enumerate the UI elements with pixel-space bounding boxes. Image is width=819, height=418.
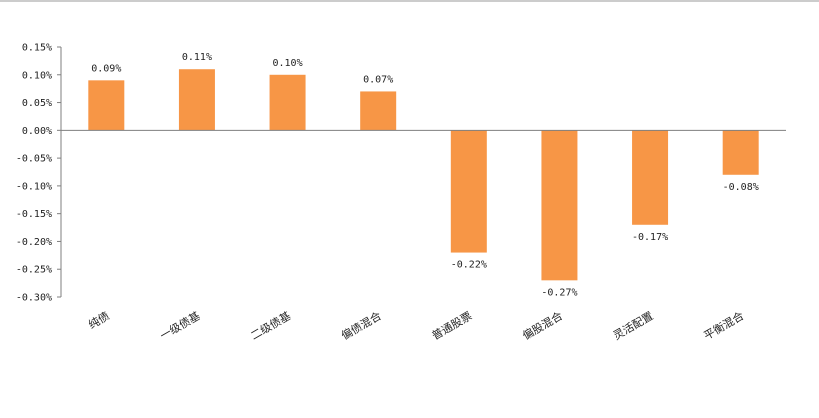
x-category-label: 偏股混合: [520, 308, 565, 342]
data-label: -0.17%: [632, 232, 668, 243]
bar: [269, 74, 306, 131]
x-category-label: 平衡混合: [701, 308, 746, 342]
y-tick-label: -0.30%: [16, 293, 52, 304]
x-category-label: 偏债混合: [339, 308, 384, 342]
y-tick-label: -0.25%: [16, 265, 52, 276]
data-label: 0.10%: [273, 58, 303, 69]
data-label: 0.11%: [182, 52, 212, 63]
x-category-label: 灵活配置: [611, 309, 656, 342]
x-category-label: 纯债: [86, 308, 112, 331]
bar: [88, 80, 125, 131]
bars: 0.09% 0.11% 0.10% 0.07% -0.22% -0.27% -0.17% -0…: [88, 52, 759, 298]
y-tick-label: 0.15%: [22, 43, 52, 54]
bar: [632, 130, 669, 225]
y-tick-label: -0.20%: [16, 237, 52, 248]
data-label: -0.27%: [541, 287, 577, 298]
y-tick-label: -0.05%: [16, 154, 52, 165]
y-axis: 0.15% 0.10% 0.05% 0.00% -0.05% -0.10% -0.15% -0…: [16, 43, 62, 304]
bar: [450, 130, 487, 253]
y-tick-label: 0.00%: [22, 126, 52, 137]
y-tick-label: 0.05%: [22, 98, 52, 109]
bar: [360, 91, 397, 131]
x-category-label: 二级债基: [248, 308, 293, 342]
bar: [722, 130, 759, 175]
data-label: 0.07%: [363, 74, 393, 85]
x-axis: 纯债 一级债基 二级债基 偏债混合 普通股票 偏股混合 灵活配置 平衡混合: [61, 129, 786, 343]
bar: [178, 69, 215, 131]
data-label: 0.09%: [91, 63, 121, 74]
x-category-label: 一级债基: [157, 308, 202, 342]
bar: [541, 130, 578, 281]
data-label: -0.22%: [451, 260, 487, 271]
x-category-label: 普通股票: [429, 308, 474, 342]
data-label: -0.08%: [723, 182, 759, 193]
y-tick-label: 0.10%: [22, 70, 52, 81]
y-tick-label: -0.10%: [16, 181, 52, 192]
y-tick-label: -0.15%: [16, 209, 52, 220]
